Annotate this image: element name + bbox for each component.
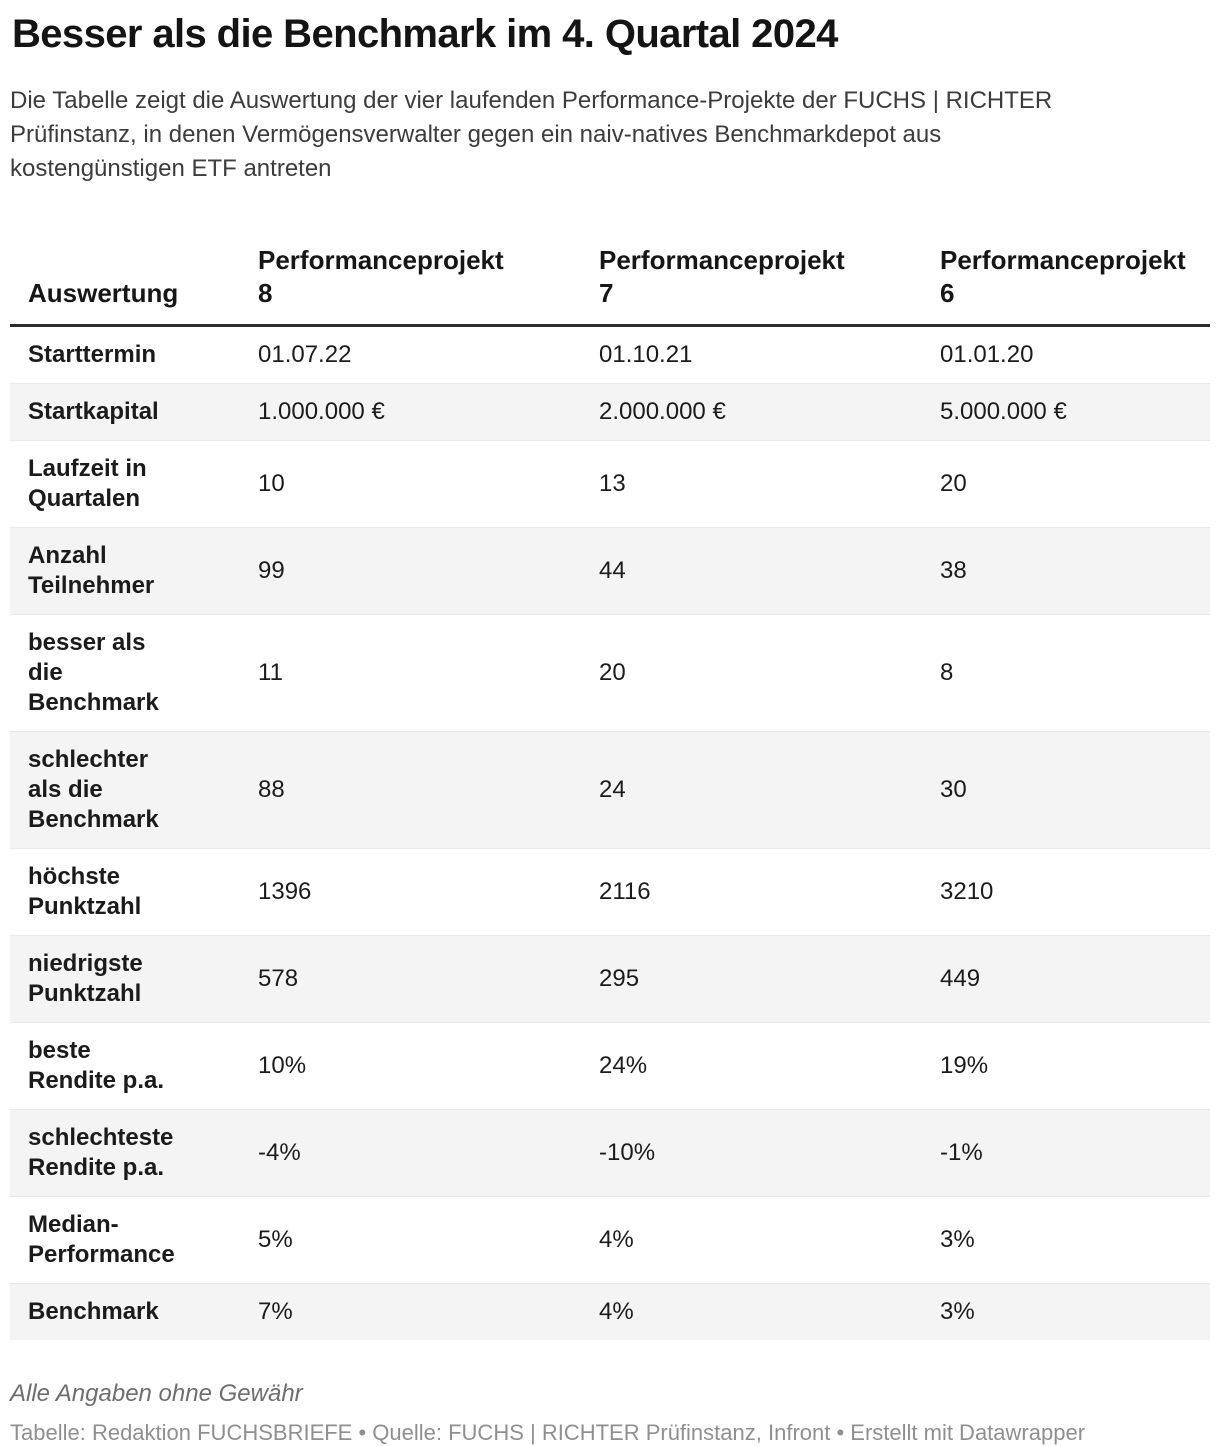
- row-label: schlechter als die Benchmark: [10, 731, 258, 849]
- table-header: Auswertung Performanceprojekt 8 Performa…: [10, 238, 1210, 327]
- row-label: Laufzeit in Quartalen: [10, 440, 258, 528]
- cell-value: 1.000.000 €: [258, 383, 599, 441]
- row-label: Startkapital: [10, 383, 258, 441]
- table-row-benchmark: Benchmark 7% 4% 3%: [10, 1283, 1210, 1340]
- cell-value: 578: [258, 935, 599, 1023]
- row-label: beste Rendite p.a.: [10, 1022, 258, 1110]
- table-description: Die Tabelle zeigt die Auswertung der vie…: [10, 87, 1053, 182]
- cell-value: 01.07.22: [258, 341, 352, 368]
- table-row-schlechter-als-benchmark: schlechter als die Benchmark 88 24 30: [10, 731, 1210, 849]
- cell-value: 19%: [940, 1022, 1210, 1110]
- cell-value: 5%: [258, 1196, 599, 1284]
- row-label: Starttermin: [28, 341, 157, 368]
- performance-table: Auswertung Performanceprojekt 8 Performa…: [10, 238, 1210, 1340]
- cell-value: 3%: [940, 1196, 1210, 1284]
- cell-value: 10%: [258, 1022, 599, 1110]
- row-label: besser als die Benchmark: [10, 614, 258, 732]
- cell-value: -4%: [258, 1109, 599, 1197]
- table-row-niedrigste-punktzahl: niedrigste Punktzahl 578 295 449: [10, 935, 1210, 1023]
- row-label: Median- Performance: [10, 1196, 258, 1284]
- column-header-projekt-6: Performanceprojekt 6: [940, 238, 1210, 327]
- table-row-beste-rendite: beste Rendite p.a. 10% 24% 19%: [10, 1022, 1210, 1110]
- header-row: Auswertung Performanceprojekt 8 Performa…: [10, 238, 1210, 327]
- row-label: Benchmark: [10, 1283, 258, 1340]
- page-title: Besser als die Benchmark im 4. Quartal 2…: [12, 12, 838, 56]
- table-row-startkapital: Startkapital 1.000.000 € 2.000.000 € 5.0…: [10, 383, 1210, 441]
- cell-value: 10: [258, 440, 599, 528]
- cell-value: 01.01.20: [940, 341, 1034, 368]
- table-footer: Alle Angaben ohne Gewähr Tabelle: Redakt…: [10, 1380, 1220, 1446]
- cell-value: 4%: [599, 1283, 940, 1340]
- table-row-anzahl-teilnehmer: Anzahl Teilnehmer 99 44 38: [10, 527, 1210, 615]
- cell-value: 44: [599, 527, 940, 615]
- cell-value: 295: [599, 935, 940, 1023]
- cell-value: 1396: [258, 848, 599, 936]
- cell-value: -10%: [599, 1109, 940, 1197]
- cell-value: 8: [940, 614, 1210, 732]
- cell-value: 20: [599, 614, 940, 732]
- cell-value: 99: [258, 527, 599, 615]
- cell-value: 30: [940, 731, 1210, 849]
- row-label: schlechteste Rendite p.a.: [10, 1109, 258, 1197]
- attribution-line: Tabelle: Redaktion FUCHSBRIEFE • Quelle:…: [10, 1420, 1086, 1445]
- cell-value: 13: [599, 440, 940, 528]
- cell-value: 3210: [940, 848, 1210, 936]
- cell-value: 88: [258, 731, 599, 849]
- cell-value: 2.000.000 €: [599, 383, 940, 441]
- cell-value: 38: [940, 527, 1210, 615]
- cell-value: 5.000.000 €: [940, 383, 1210, 441]
- cell-value: 01.10.21: [599, 341, 693, 368]
- table-row-hoechste-punktzahl: höchste Punktzahl 1396 2116 3210: [10, 848, 1210, 936]
- row-label: Anzahl Teilnehmer: [10, 527, 258, 615]
- table-row-besser-als-benchmark: besser als die Benchmark 11 20 8: [10, 614, 1210, 732]
- column-header-projekt-7: Performanceprojekt 7: [599, 238, 940, 327]
- cell-value: 2116: [599, 848, 940, 936]
- cell-value: 24: [599, 731, 940, 849]
- table-clip-container: Auswertung Performanceprojekt 8 Performa…: [10, 238, 1220, 1340]
- cell-value: 4%: [599, 1196, 940, 1284]
- column-header-auswertung: Auswertung: [10, 238, 258, 327]
- table-row-median-performance: Median- Performance 5% 4% 3%: [10, 1196, 1210, 1284]
- cell-value: 11: [258, 614, 599, 732]
- row-label: höchste Punktzahl: [10, 848, 258, 936]
- cell-value: 3%: [940, 1283, 1210, 1340]
- disclaimer-note: Alle Angaben ohne Gewähr: [10, 1380, 303, 1407]
- cell-value: -1%: [940, 1109, 1210, 1197]
- column-header-projekt-8: Performanceprojekt 8: [258, 238, 599, 327]
- table-row-laufzeit: Laufzeit in Quartalen 10 13 20: [10, 440, 1210, 528]
- cell-value: 7%: [258, 1283, 599, 1340]
- table-row-starttermin: Starttermin 01.07.22 01.10.21 01.01.20: [10, 325, 1210, 384]
- row-label: niedrigste Punktzahl: [10, 935, 258, 1023]
- table-row-schlechteste-rendite: schlechteste Rendite p.a. -4% -10% -1%: [10, 1109, 1210, 1197]
- table-body: Starttermin 01.07.22 01.10.21 01.01.20 S…: [10, 325, 1210, 1340]
- cell-value: 20: [940, 440, 1210, 528]
- cell-value: 24%: [599, 1022, 940, 1110]
- cell-value: 449: [940, 935, 1210, 1023]
